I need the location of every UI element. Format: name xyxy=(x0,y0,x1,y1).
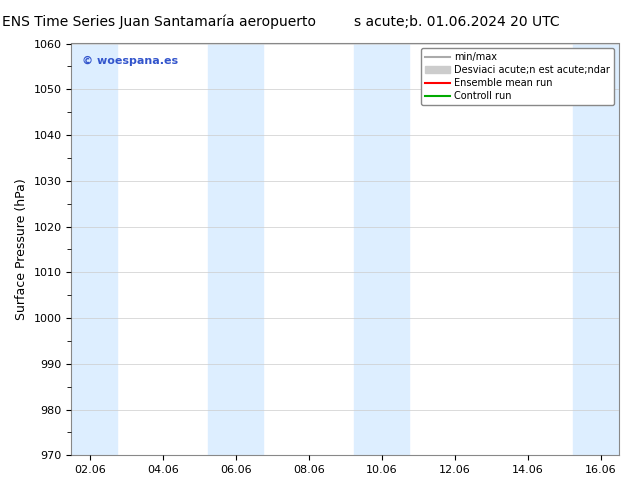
Bar xyxy=(62,44,117,455)
Text: © woespana.es: © woespana.es xyxy=(82,56,179,66)
Bar xyxy=(573,44,628,455)
Bar xyxy=(209,44,263,455)
Bar xyxy=(354,44,409,455)
Text: ENS Time Series Juan Santamaría aeropuerto: ENS Time Series Juan Santamaría aeropuer… xyxy=(1,15,316,29)
Text: s acute;b. 01.06.2024 20 UTC: s acute;b. 01.06.2024 20 UTC xyxy=(354,15,559,29)
Legend: min/max, Desviaci acute;n est acute;ndar, Ensemble mean run, Controll run: min/max, Desviaci acute;n est acute;ndar… xyxy=(422,49,614,105)
Y-axis label: Surface Pressure (hPa): Surface Pressure (hPa) xyxy=(15,178,28,320)
